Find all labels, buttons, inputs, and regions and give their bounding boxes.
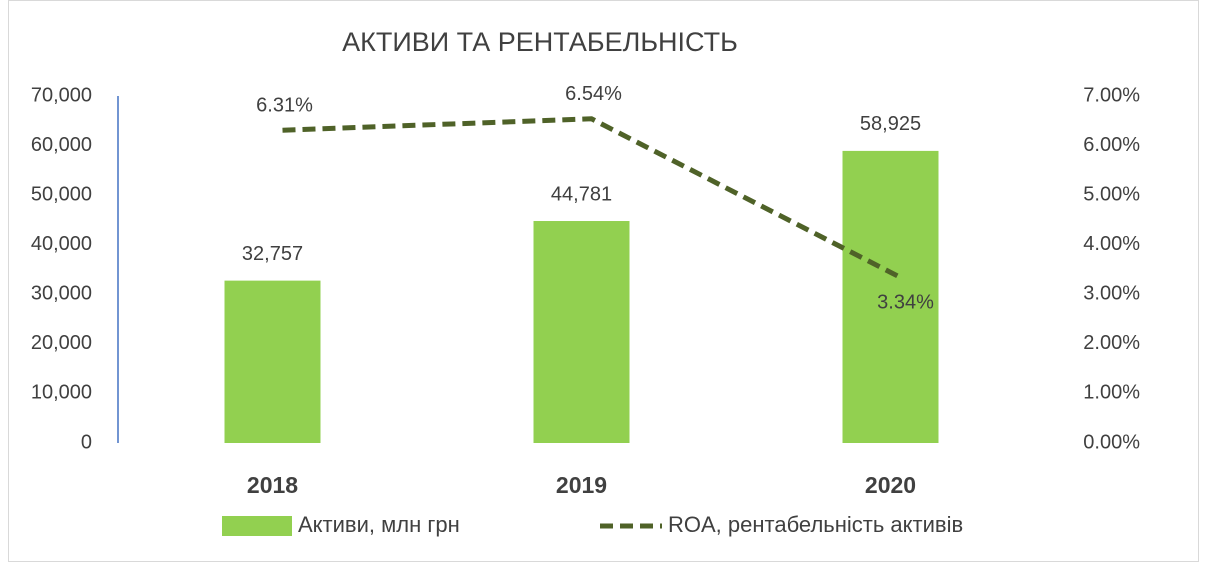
y-tick-label: 50,000 <box>31 183 92 205</box>
data-label: 6.31% <box>256 94 313 116</box>
y2-tick-label: 4.00% <box>1083 233 1140 255</box>
x-tick-label: 2019 <box>556 472 607 498</box>
y2-tick-label: 5.00% <box>1083 183 1140 205</box>
data-label: 44,781 <box>551 183 612 205</box>
y2-tick-label: 3.00% <box>1083 283 1140 305</box>
chart-title: АКТИВИ ТА РЕНТАБЕЛЬНІСТЬ <box>342 27 738 57</box>
bar <box>533 221 630 443</box>
legend-label: Активи, млн грн <box>298 512 460 537</box>
bar <box>842 150 939 443</box>
legend-swatch <box>222 516 292 536</box>
y-tick-label: 10,000 <box>31 382 92 404</box>
data-label: 6.54% <box>565 83 622 105</box>
data-label: 32,757 <box>242 243 303 265</box>
y-tick-label: 0 <box>81 431 92 453</box>
legend-label: ROA, рентабельність активів <box>668 512 963 537</box>
y-tick-label: 20,000 <box>31 332 92 354</box>
bar <box>224 280 321 443</box>
y2-tick-label: 6.00% <box>1083 134 1140 156</box>
y-tick-label: 30,000 <box>31 283 92 305</box>
y2-tick-label: 1.00% <box>1083 382 1140 404</box>
line <box>282 116 902 280</box>
x-tick-label: 2018 <box>247 472 298 498</box>
y-tick-label: 40,000 <box>31 233 92 255</box>
data-label: 3.34% <box>877 292 934 314</box>
y2-tick-label: 7.00% <box>1083 84 1140 106</box>
y-tick-label: 70,000 <box>31 84 92 106</box>
x-tick-label: 2020 <box>865 472 916 498</box>
y-tick-label: 60,000 <box>31 134 92 156</box>
data-label: 58,925 <box>860 113 921 135</box>
y2-tick-label: 0.00% <box>1083 431 1140 453</box>
y2-tick-label: 2.00% <box>1083 332 1140 354</box>
